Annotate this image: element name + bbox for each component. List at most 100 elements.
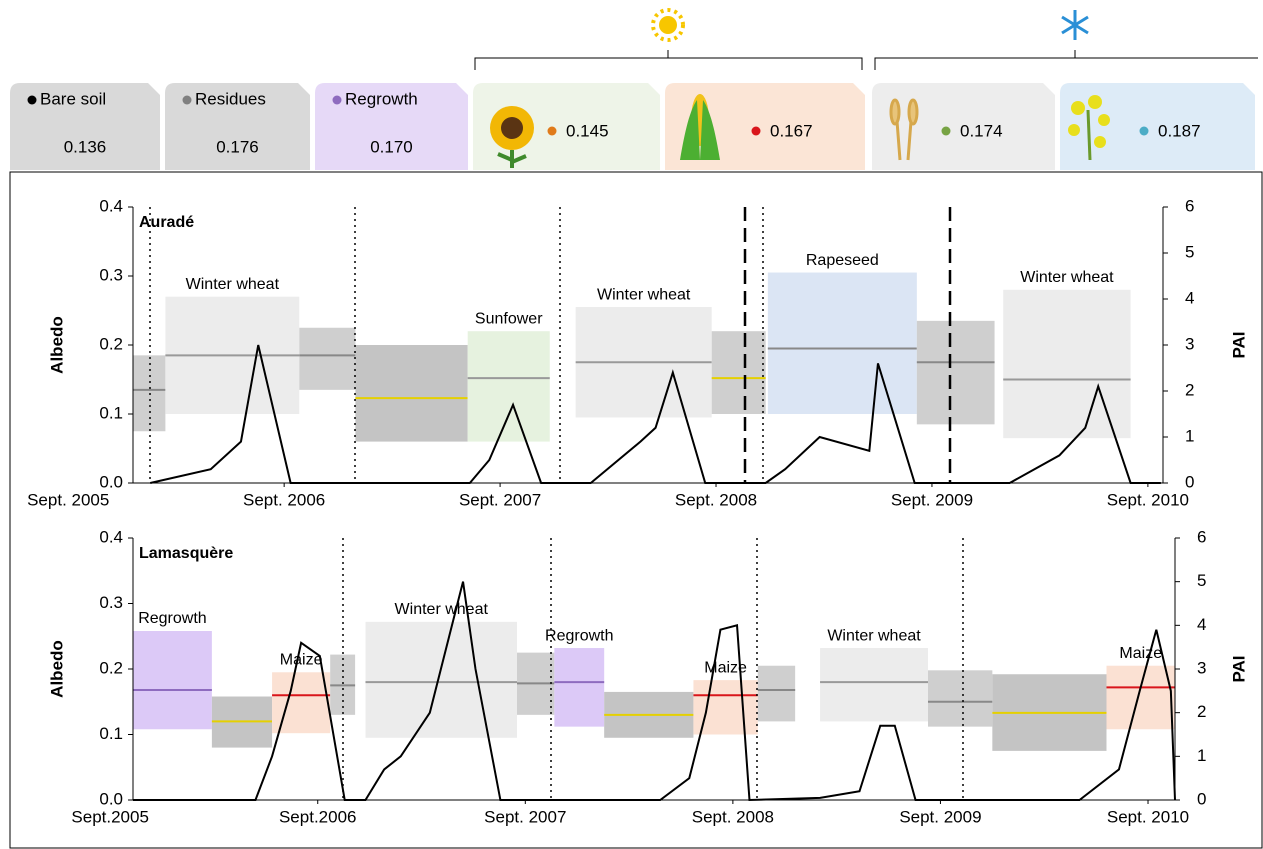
y-tick-label: 0.1 — [99, 403, 123, 422]
x-tick-label: Sept. 2009 — [899, 807, 981, 826]
legend-dot — [182, 95, 192, 105]
y2-tick-label: 0 — [1185, 472, 1194, 491]
sunflower-icon — [490, 106, 534, 168]
crop-label: Regrowth — [545, 627, 613, 644]
legend-box — [165, 83, 310, 170]
y2-tick-label: 4 — [1197, 615, 1206, 634]
legend-label: Regrowth — [345, 89, 418, 108]
range-box — [767, 272, 917, 414]
snow-icon — [1061, 10, 1089, 40]
crop-label: Regrowth — [138, 610, 206, 627]
event-lines — [149, 207, 964, 800]
legend-value: 0.174 — [960, 121, 1003, 140]
range-box — [355, 345, 468, 442]
y2-tick-label: 6 — [1185, 196, 1194, 215]
x-tick-label: Sept. 2010 — [1107, 490, 1189, 509]
legend-box — [10, 83, 160, 170]
rapeseed-icon — [1068, 95, 1110, 161]
panel — [133, 621, 1175, 751]
x-tick-label: Sept. 2010 — [1107, 807, 1189, 826]
y2-tick-label: 5 — [1185, 242, 1194, 261]
x-tick-label: Sept.2005 — [71, 807, 149, 826]
legend-dot — [941, 126, 951, 136]
y2-tick-label: 5 — [1197, 571, 1206, 590]
legend-box — [1060, 83, 1255, 170]
sun-icon — [651, 8, 685, 42]
y-tick-label: 0.4 — [99, 527, 123, 546]
legend-label: Residues — [195, 89, 266, 108]
legend-value: 0.187 — [1158, 121, 1201, 140]
crop-label: Rapeseed — [806, 252, 879, 269]
summer-bracket — [474, 50, 863, 70]
legend-value: 0.136 — [64, 137, 107, 156]
y2-tick-label: 2 — [1197, 702, 1206, 721]
crop-label: Winter wheat — [827, 627, 921, 644]
legend-dot — [332, 95, 342, 105]
legend-value: 0.176 — [216, 137, 259, 156]
y-tick-label: 0.2 — [99, 334, 123, 353]
range-box — [299, 327, 356, 390]
crop-label: Sunfower — [475, 310, 543, 327]
legend-box — [872, 83, 1055, 170]
legend-value: 0.170 — [370, 137, 413, 156]
y-axis-title: Albedo — [47, 316, 66, 374]
legend-value: 0.145 — [566, 121, 609, 140]
y-tick-label: 0.3 — [99, 593, 123, 612]
range-box — [916, 320, 995, 425]
y-tick-label: 0.1 — [99, 724, 123, 743]
site-name: Auradé — [139, 214, 194, 231]
range-box — [554, 648, 605, 727]
header: Bare soil 0.136 Residues 0.176 Regrowth 0.170… — [10, 83, 1255, 170]
range-box — [1003, 289, 1131, 439]
site-name: Lamasquère — [139, 545, 233, 562]
x-tick-label: Sept. 2005 — [27, 490, 109, 509]
y2-axis-title: PAI — [1229, 331, 1248, 358]
legend-value: 0.167 — [770, 121, 813, 140]
range-box — [133, 355, 166, 432]
y2-tick-label: 1 — [1185, 426, 1194, 445]
legend-box — [315, 83, 468, 170]
maize-icon — [680, 94, 720, 160]
y-tick-label: 0.4 — [99, 196, 123, 215]
x-tick-label: Sept. 2009 — [891, 490, 973, 509]
x-tick-label: Sept. 2008 — [692, 807, 774, 826]
crop-label: Maize — [280, 651, 323, 668]
x-tick-label: Sept.2006 — [279, 807, 357, 826]
axis — [132, 538, 1176, 801]
y-tick-label: 0.3 — [99, 265, 123, 284]
range-box — [757, 665, 796, 722]
legend-dot — [751, 126, 761, 136]
y2-axis-title: PAI — [1229, 655, 1248, 682]
legend-dot — [547, 126, 557, 136]
crop-label: Winter wheat — [186, 276, 280, 293]
frame — [9, 171, 1263, 849]
y2-tick-label: 3 — [1185, 334, 1194, 353]
panel — [133, 272, 1131, 442]
range-box — [467, 331, 550, 442]
y2-tick-label: 1 — [1197, 746, 1206, 765]
x-tick-label: Sept. 2007 — [459, 490, 541, 509]
legend-dot — [27, 95, 37, 105]
range-box — [693, 680, 758, 735]
y-tick-label: 0.0 — [99, 472, 123, 491]
range-box — [820, 648, 928, 722]
legend-label: Bare soil — [40, 89, 106, 108]
y2-tick-label: 4 — [1185, 288, 1194, 307]
range-box — [711, 331, 766, 414]
range-box — [133, 631, 212, 730]
crop-label: Winter wheat — [1020, 269, 1114, 286]
x-tick-label: Sept. 2008 — [675, 490, 757, 509]
y2-tick-label: 0 — [1197, 789, 1206, 808]
range-box — [365, 621, 518, 738]
y-tick-label: 0.0 — [99, 789, 123, 808]
range-box — [927, 670, 993, 727]
y2-tick-label: 2 — [1185, 380, 1194, 399]
y-tick-label: 0.2 — [99, 658, 123, 677]
winter-bracket — [874, 50, 1258, 70]
y2-tick-label: 6 — [1197, 527, 1206, 546]
x-tick-label: Sept. 2006 — [243, 490, 325, 509]
y-axis-title: Albedo — [47, 640, 66, 698]
legend-dot — [1139, 126, 1149, 136]
